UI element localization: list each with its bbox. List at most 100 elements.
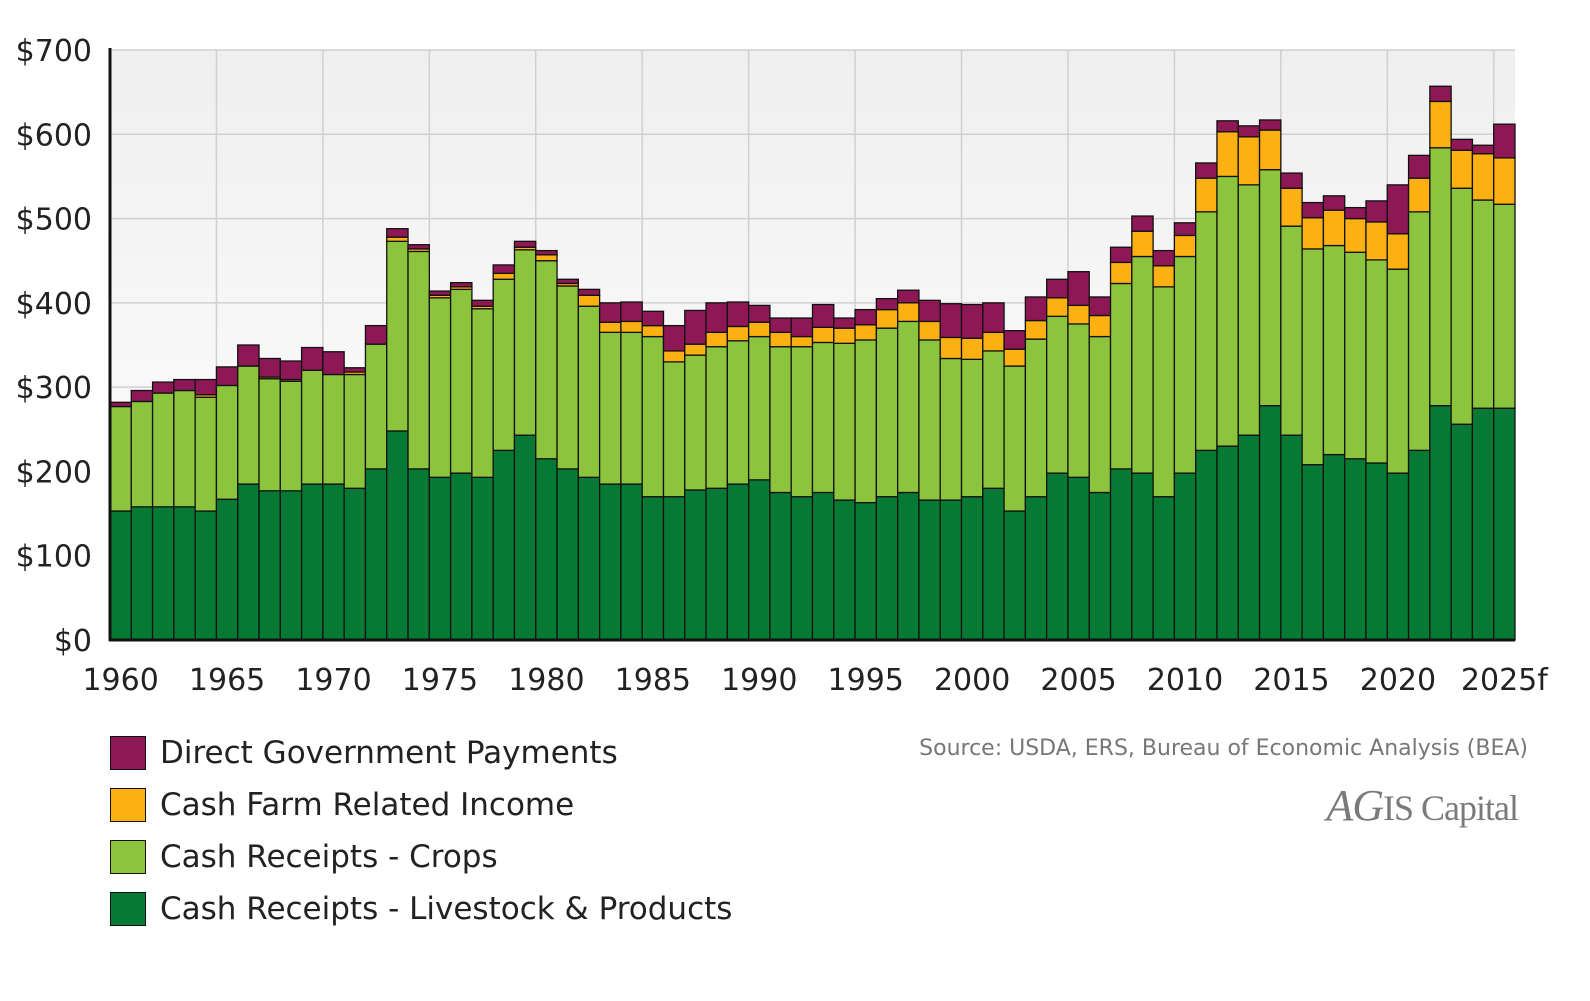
bar-segment xyxy=(939,303,963,339)
bar-segment xyxy=(1109,261,1133,285)
bar-segment xyxy=(1152,249,1176,267)
bar-segment xyxy=(641,335,665,498)
bar-segment xyxy=(1195,162,1218,179)
bar-segment xyxy=(1131,215,1154,232)
bar-segment xyxy=(258,357,281,378)
bar-segment xyxy=(811,341,835,494)
y-tick-label: $400 xyxy=(16,287,92,322)
bar-segment xyxy=(1003,365,1027,512)
bar-segment xyxy=(1301,464,1325,641)
bar-segment xyxy=(939,499,963,641)
bar-segment xyxy=(1152,286,1176,498)
bar-segment xyxy=(343,367,367,373)
bar-segment xyxy=(1322,209,1346,247)
bar-segment xyxy=(1237,434,1261,641)
bar-segment xyxy=(684,354,707,491)
bar-segment xyxy=(1280,225,1303,436)
bar-segment xyxy=(343,373,367,489)
bar-segment xyxy=(194,378,218,396)
bar-segment xyxy=(109,510,132,641)
bar-segment xyxy=(598,321,622,333)
bar-segment xyxy=(726,483,750,641)
bar-segment xyxy=(1301,248,1325,466)
bar-segment xyxy=(1471,407,1495,641)
bar-segment xyxy=(726,340,750,485)
bar-segment xyxy=(1450,423,1474,641)
y-tick-label: $100 xyxy=(16,540,92,575)
bar-segment xyxy=(151,381,175,394)
bar-segment xyxy=(833,499,856,641)
bar-segment xyxy=(1386,233,1410,270)
bar-segment xyxy=(1450,149,1474,189)
bar-segment xyxy=(1024,496,1048,641)
bar-segment xyxy=(237,365,260,485)
bar-segment xyxy=(1301,217,1325,250)
bar-segment xyxy=(1003,330,1027,350)
bar-segment xyxy=(1450,138,1474,151)
legend-swatch xyxy=(110,736,146,770)
bar-segment xyxy=(918,320,941,341)
bar-segment xyxy=(620,320,643,334)
legend-item-cash-farm-related-income: Cash Farm Related Income xyxy=(110,779,732,831)
bar-segment xyxy=(258,490,281,641)
bar-segment xyxy=(1471,144,1495,155)
bar-segment xyxy=(960,358,984,498)
bar-segment xyxy=(1344,251,1367,460)
bar-segment xyxy=(1429,100,1452,149)
bar-segment xyxy=(1280,172,1303,189)
bar-segment xyxy=(1237,136,1261,186)
bar-segment xyxy=(1067,304,1090,325)
bar-segment xyxy=(1109,282,1133,470)
bar-segment xyxy=(1237,125,1261,138)
agis-capital-logo: AGIS Capital xyxy=(1326,781,1519,830)
bar-segment xyxy=(1386,268,1410,474)
axes xyxy=(108,48,1515,642)
bar-segment xyxy=(386,430,409,641)
bar-segment xyxy=(556,468,579,641)
bar-segment xyxy=(1365,462,1388,641)
bar-segment xyxy=(790,496,814,641)
x-tick-label: 2015 xyxy=(1253,663,1329,698)
bar-segment xyxy=(769,491,792,641)
bar-segment xyxy=(662,324,686,352)
legend-item-direct-government-payments: Direct Government Payments xyxy=(110,727,732,779)
bar-segment xyxy=(1216,131,1239,178)
bar-segment xyxy=(1003,510,1027,641)
bar-segment xyxy=(641,310,665,327)
bar-segment xyxy=(535,249,558,256)
bar-segment xyxy=(960,337,984,360)
bar-segment xyxy=(1173,222,1197,237)
bar-segment xyxy=(513,240,537,248)
bar-segment xyxy=(1429,147,1452,407)
bar-segment xyxy=(215,384,239,500)
bars xyxy=(109,85,1516,641)
bar-segment xyxy=(513,434,537,641)
bar-segment xyxy=(1407,177,1431,213)
bar-segment xyxy=(556,285,579,470)
bar-segment xyxy=(1386,184,1410,235)
x-tick-label: 1970 xyxy=(295,663,371,698)
bar-segment xyxy=(1493,157,1516,205)
bar-segment xyxy=(811,303,835,328)
bar-segment xyxy=(1131,230,1154,258)
bar-segment xyxy=(173,389,196,508)
bar-segment xyxy=(897,491,920,641)
bar-segment xyxy=(1322,453,1346,641)
bar-segment xyxy=(215,366,239,387)
bar-segment xyxy=(918,499,941,641)
bar-segment xyxy=(1471,153,1495,201)
bar-segment xyxy=(726,301,750,328)
y-tick-label: $300 xyxy=(16,371,92,406)
bar-segment xyxy=(598,331,622,485)
source-note: Source: USDA, ERS, Bureau of Economic An… xyxy=(919,736,1528,761)
bar-segment xyxy=(1407,449,1431,641)
bar-segment xyxy=(833,317,856,329)
bar-segment xyxy=(833,327,856,344)
bar-segment xyxy=(684,489,707,641)
bar-segment xyxy=(705,302,728,334)
legend-label: Cash Farm Related Income xyxy=(160,787,575,823)
x-tick-label: 2025f xyxy=(1461,663,1549,698)
bar-segment xyxy=(811,326,835,344)
bar-segment xyxy=(982,302,1005,334)
